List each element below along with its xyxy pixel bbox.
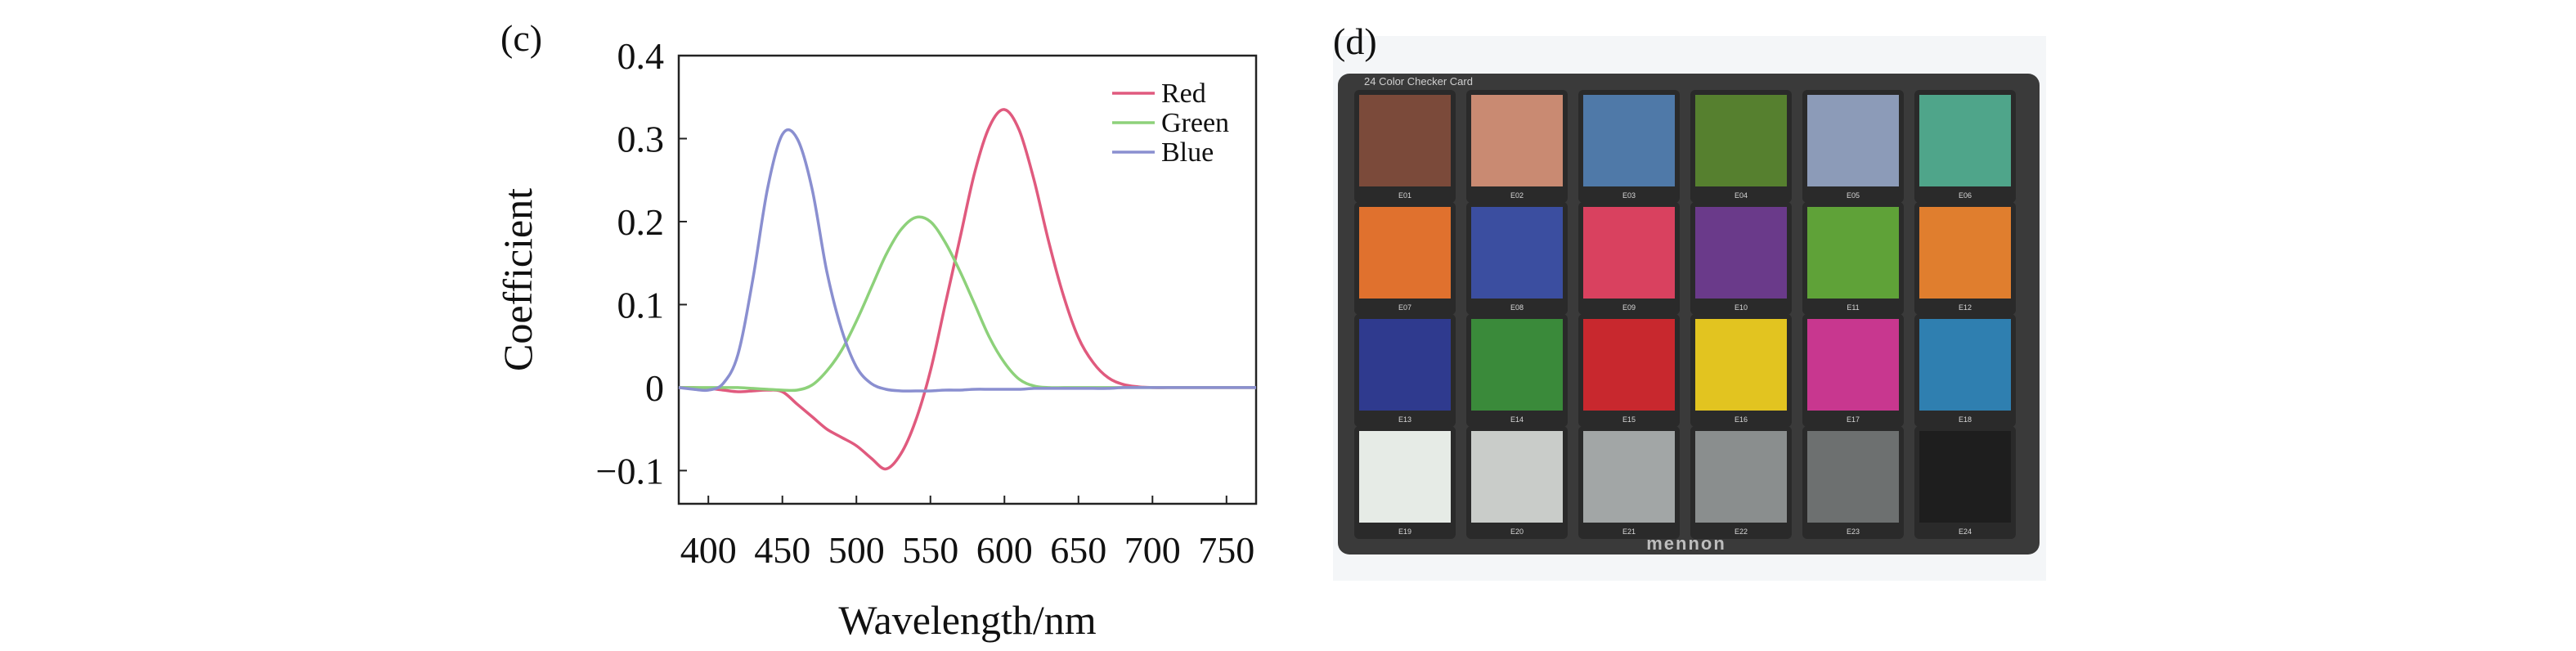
color-patch bbox=[1807, 207, 1899, 299]
color-patch bbox=[1807, 319, 1899, 411]
card-title: 24 Color Checker Card bbox=[1364, 75, 1473, 88]
color-patch bbox=[1807, 95, 1899, 186]
patch-id-label: E10 bbox=[1735, 303, 1748, 312]
patch-id-label: E12 bbox=[1959, 303, 1972, 312]
y-tick-label: 0.4 bbox=[617, 35, 665, 77]
patch-id-label: E24 bbox=[1959, 528, 1972, 536]
y-tick-label: −0.1 bbox=[596, 450, 664, 492]
x-tick-label: 750 bbox=[1198, 529, 1254, 571]
y-tick-label: 0.2 bbox=[617, 201, 665, 243]
color-patch bbox=[1471, 319, 1563, 411]
color-patch bbox=[1359, 207, 1451, 299]
x-tick-label: 650 bbox=[1050, 529, 1106, 571]
series-lines bbox=[678, 108, 1256, 471]
color-patch bbox=[1807, 431, 1899, 523]
patch-id-label: E18 bbox=[1959, 415, 1972, 424]
color-card-panel: 24 Color Checker Card E01 E02 E03 E04 E05 E06… bbox=[1333, 20, 2046, 581]
x-tick-label: 500 bbox=[828, 529, 885, 571]
color-patch bbox=[1919, 207, 2011, 299]
color-patches: E01 E02 E03 E04 E05 E06 E07 E08 E09 E10 E11 E12 E13 E… bbox=[1354, 90, 2016, 539]
x-tick-label: 400 bbox=[680, 529, 737, 571]
patch-id-label: E04 bbox=[1735, 191, 1748, 200]
color-patch bbox=[1471, 207, 1563, 299]
series-line-blue bbox=[678, 128, 1256, 393]
color-patch bbox=[1919, 319, 2011, 411]
legend-label: Blue bbox=[1161, 137, 1214, 168]
color-patch bbox=[1471, 431, 1563, 523]
y-tick-label: 0.1 bbox=[617, 284, 665, 326]
patch-id-label: E23 bbox=[1847, 528, 1860, 536]
y-axis-title: Coefficient bbox=[495, 188, 541, 371]
color-patch bbox=[1583, 207, 1675, 299]
patch-id-label: E01 bbox=[1398, 191, 1411, 200]
color-patch bbox=[1583, 319, 1675, 411]
color-patch bbox=[1583, 95, 1675, 186]
patch-id-label: E02 bbox=[1510, 191, 1524, 200]
color-patch bbox=[1359, 95, 1451, 186]
color-patch bbox=[1919, 95, 2011, 186]
patch-id-label: E17 bbox=[1847, 415, 1860, 424]
patch-id-label: E06 bbox=[1959, 191, 1972, 200]
color-patch bbox=[1919, 431, 2011, 523]
patch-id-label: E11 bbox=[1847, 303, 1859, 312]
plot-frame bbox=[677, 54, 1258, 505]
y-tick-label: 0.3 bbox=[617, 118, 665, 159]
patch-id-label: E09 bbox=[1622, 303, 1636, 312]
legend-label: Red bbox=[1161, 79, 1206, 109]
x-axis-title: Wavelength/nm bbox=[838, 597, 1096, 643]
y-tick-label: 0 bbox=[645, 367, 664, 409]
x-tick-label: 550 bbox=[902, 529, 958, 571]
patch-id-label: E07 bbox=[1398, 303, 1411, 312]
card-brand: mennon bbox=[1646, 533, 1726, 554]
color-patch bbox=[1695, 207, 1787, 299]
series-line-green bbox=[678, 215, 1256, 393]
color-patch bbox=[1359, 319, 1451, 411]
patch-id-label: E20 bbox=[1510, 528, 1524, 536]
patch-id-label: E14 bbox=[1510, 415, 1524, 424]
patch-id-label: E15 bbox=[1622, 415, 1636, 424]
patch-id-label: E21 bbox=[1622, 528, 1636, 536]
chart-panel: (c) −0.1 0 0.1 0.2 0.3 0.4 400 450 500 550 600 650… bbox=[495, 17, 1258, 643]
color-patch bbox=[1695, 431, 1787, 523]
panel-label-c: (c) bbox=[500, 17, 542, 59]
legend-label: Green bbox=[1161, 108, 1229, 138]
y-axis-ticks: −0.1 0 0.1 0.2 0.3 0.4 bbox=[596, 35, 687, 492]
patch-id-label: E03 bbox=[1622, 191, 1636, 200]
patch-id-label: E05 bbox=[1847, 191, 1860, 200]
x-tick-label: 600 bbox=[976, 529, 1033, 571]
color-patch bbox=[1359, 431, 1451, 523]
panel-label-d: (d) bbox=[1333, 20, 1377, 62]
color-patch bbox=[1695, 319, 1787, 411]
patch-id-label: E13 bbox=[1398, 415, 1411, 424]
patch-id-label: E16 bbox=[1735, 415, 1748, 424]
patch-id-label: E19 bbox=[1398, 528, 1411, 536]
x-axis-ticks: 400 450 500 550 600 650 700 750 bbox=[680, 496, 1254, 571]
x-tick-label: 450 bbox=[754, 529, 810, 571]
color-patch bbox=[1471, 95, 1563, 186]
color-patch bbox=[1695, 95, 1787, 186]
x-tick-label: 700 bbox=[1124, 529, 1181, 571]
color-patch bbox=[1583, 431, 1675, 523]
patch-id-label: E22 bbox=[1735, 528, 1748, 536]
patch-id-label: E08 bbox=[1510, 303, 1524, 312]
